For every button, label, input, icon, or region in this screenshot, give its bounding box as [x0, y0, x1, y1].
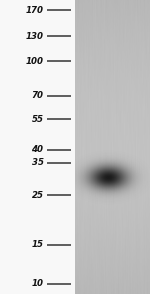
Text: 40: 40 [32, 146, 44, 154]
Text: 70: 70 [32, 91, 44, 101]
Text: 35: 35 [32, 158, 44, 167]
Text: 15: 15 [32, 240, 44, 249]
Text: 100: 100 [26, 57, 44, 66]
Text: 10: 10 [32, 279, 44, 288]
Text: 170: 170 [26, 6, 44, 15]
Text: 25: 25 [32, 191, 44, 200]
Text: 55: 55 [32, 115, 44, 124]
Text: 130: 130 [26, 32, 44, 41]
